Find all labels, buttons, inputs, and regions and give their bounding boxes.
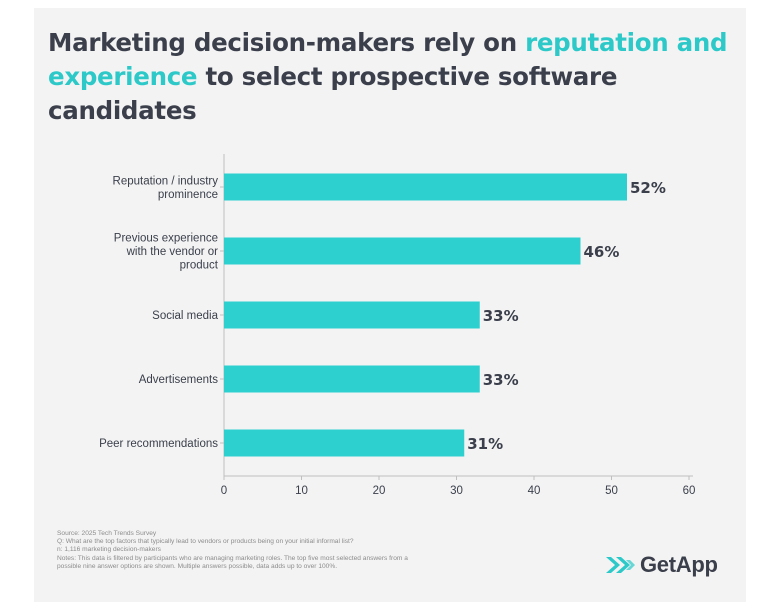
- x-tick-label-6: 60: [683, 485, 696, 497]
- category-label-1-line-2: product: [180, 260, 219, 272]
- x-tick-label-5: 50: [605, 485, 618, 497]
- footnote-source: Source: 2025 Tech Trends Survey: [57, 530, 157, 537]
- value-label-2: 33%: [483, 307, 519, 325]
- value-label-3: 33%: [483, 371, 519, 389]
- category-label-1-line-1: with the vendor or: [126, 246, 219, 258]
- footnote: Source: 2025 Tech Trends Survey Q: What …: [57, 530, 537, 571]
- x-tick-label-1: 10: [295, 485, 308, 497]
- bar-1: [224, 237, 581, 265]
- footnote-notes-line-2: possible nine answer options are shown. …: [57, 562, 338, 570]
- category-label-4-line-0: Peer recommendations: [99, 438, 218, 450]
- x-tick-label-4: 40: [528, 485, 541, 497]
- category-label-0-line-1: prominence: [158, 189, 218, 201]
- x-tick-label-2: 20: [373, 485, 386, 497]
- category-label-3-line-0: Advertisements: [139, 374, 219, 386]
- getapp-logo: GetApp: [604, 550, 718, 580]
- getapp-logo-text: GetApp: [640, 552, 718, 577]
- title-highlight-2: experience: [48, 62, 198, 91]
- title-highlight-1: reputation and: [525, 28, 728, 57]
- category-label-2-line-0: Social media: [152, 310, 218, 322]
- title-part-2: to select prospective software candidate…: [48, 62, 618, 125]
- chart-title: Marketing decision-makers rely on reputa…: [48, 26, 748, 128]
- footnote-notes-line-1: Notes: This data is filtered by particip…: [57, 554, 408, 562]
- x-tick-label-0: 0: [221, 485, 227, 497]
- bar-3: [224, 365, 480, 393]
- value-label-1: 46%: [584, 243, 620, 261]
- footnote-question: Q: What are the top factors that typical…: [57, 538, 354, 546]
- category-label-1-line-0: Previous experience: [114, 233, 218, 245]
- x-tick-label-3: 30: [450, 485, 463, 497]
- bar-0: [224, 173, 627, 201]
- title-part-1: Marketing decision-makers rely on: [48, 28, 526, 57]
- value-label-4: 31%: [467, 435, 503, 453]
- category-label-0-line-0: Reputation / industry: [113, 175, 219, 187]
- getapp-chevron-icon: [606, 557, 635, 573]
- footnote-sample-size: n: 1,116 marketing decision-makers: [57, 546, 161, 554]
- value-label-0: 52%: [630, 179, 666, 197]
- bar-2: [224, 301, 480, 329]
- bar-4: [224, 429, 465, 457]
